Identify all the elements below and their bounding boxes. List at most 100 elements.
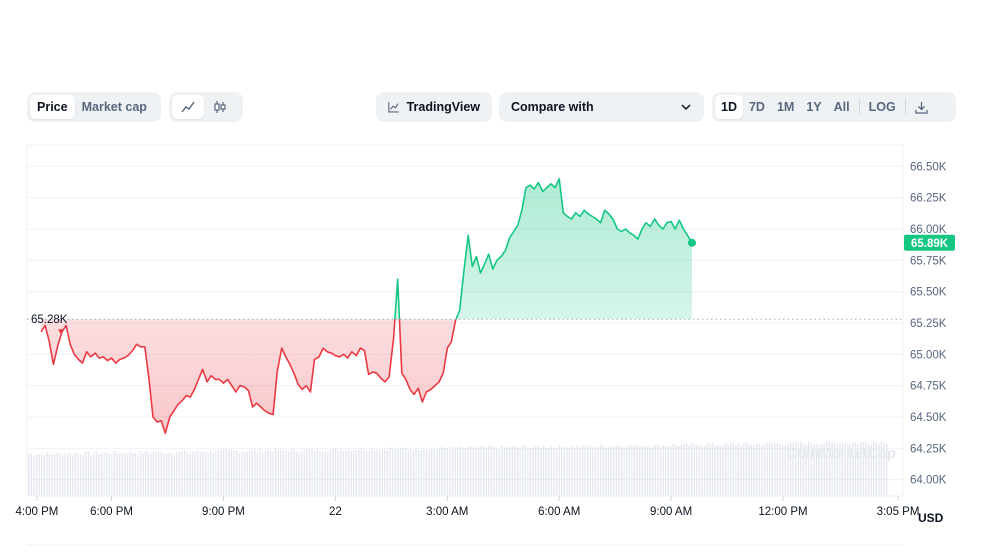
volume-bar [342,451,344,496]
volume-bar [685,443,688,496]
range-all[interactable]: All [833,100,850,114]
volume-bar [85,451,87,496]
volume-bar [108,453,110,496]
volume-bar [724,442,727,496]
volume-bar [111,454,113,496]
volume-bar [753,444,755,496]
volume-bar [769,442,771,496]
volume-bar [324,451,326,496]
volume-bar [256,451,259,496]
volume-bar [644,446,646,496]
divider [904,99,906,115]
volume-bar [358,450,360,496]
y-tick-label: 66.25K [910,193,947,205]
y-tick-label: 65.25K [910,318,947,330]
volume-bar [730,443,732,496]
volume-bar [574,447,576,496]
volume-bar [212,452,214,496]
volume-bar [711,442,714,496]
volume-bars [28,440,888,496]
y-tick-label: 64.25K [910,443,947,455]
volume-bar [67,454,69,496]
volume-bar [875,442,877,496]
tab-market-cap[interactable]: Market cap [81,100,147,114]
volume-bar [171,453,173,496]
volume-bar [761,445,763,496]
range-1m[interactable]: 1M [776,100,795,114]
tradingview-icon [388,102,399,113]
compare-with-label: Compare with [511,100,594,114]
tab-price[interactable]: Price [30,95,75,119]
volume-bar [321,451,324,496]
volume-bar [477,446,480,496]
area-below-open [41,319,457,434]
volume-bar [202,451,204,496]
volume-bar [433,448,435,496]
volume-bar [641,445,643,496]
volume-bar [509,447,511,496]
volume-bar [860,442,862,496]
volume-bar [228,449,230,496]
divider [858,99,860,115]
volume-bar [69,452,71,496]
range-1d[interactable]: 1D [715,95,743,119]
line-chart-icon [181,101,195,113]
volume-bar [649,447,651,496]
volume-bar [693,443,695,496]
volume-bar [488,445,490,496]
volume-bar [787,443,789,496]
volume-bar [475,447,477,496]
volume-bar [524,446,526,496]
volume-bar [191,451,194,496]
volume-bar [740,445,742,496]
volume-bar [246,452,248,496]
volume-bar [137,454,139,496]
volume-bar [350,451,352,496]
volume-bar [823,443,825,496]
x-tick-label: 4:00 PM [16,506,59,518]
volume-bar [815,444,818,496]
volume-bar [672,444,675,496]
volume-bar [311,448,313,496]
volume-bar [93,453,95,496]
volume-bar [158,451,160,496]
volume-bar [399,447,402,496]
y-tick-label: 66.00K [910,224,947,236]
volume-bar [498,449,500,496]
area-above-open [41,178,692,320]
volume-bar [836,444,838,496]
volume-bar [566,446,568,496]
volume-bar [259,448,261,496]
price-area [41,178,692,434]
candlestick-button[interactable] [204,95,236,119]
range-7d[interactable]: 7D [748,100,765,114]
line-chart-button[interactable] [172,95,204,119]
volume-bar [100,453,103,496]
volume-bar [506,446,508,496]
volume-bar [415,447,417,496]
volume-bar [41,453,43,496]
download-button[interactable] [909,95,934,119]
volume-bar [186,452,188,496]
volume-bar [652,446,654,496]
range-1y[interactable]: 1Y [806,100,822,114]
volume-bar [145,450,147,496]
currency-label: USD [918,511,944,525]
compare-with-select[interactable]: Compare with [499,92,704,122]
volume-bar [516,447,519,496]
volume-bar [771,443,773,496]
tradingview-button[interactable]: TradingView [376,92,492,122]
volume-bar [181,451,183,496]
volume-bar [579,447,581,496]
volume-bar [727,443,729,496]
volume-bar [659,447,662,496]
volume-bar [225,449,227,496]
volume-bar [366,450,368,496]
volume-bar [561,446,563,496]
volume-bar [839,442,841,496]
volume-bar [428,450,430,496]
log-scale-button[interactable]: LOG [868,100,896,114]
volume-bar [782,445,784,496]
current-price-label: 65.89K [911,238,949,250]
